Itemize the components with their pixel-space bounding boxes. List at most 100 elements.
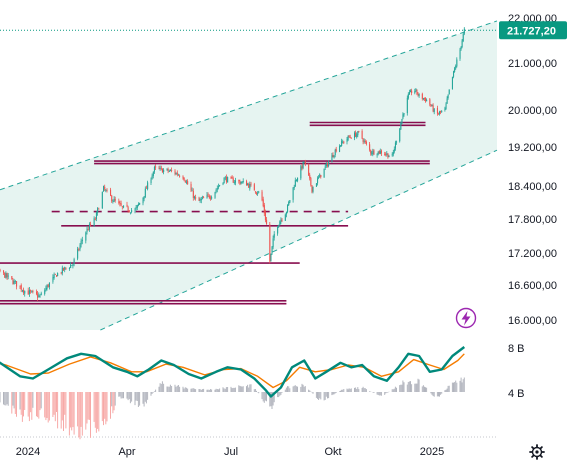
candle-body bbox=[372, 150, 374, 155]
candle bbox=[346, 137, 348, 145]
candle-body bbox=[169, 170, 171, 171]
lightning-icon[interactable] bbox=[455, 307, 477, 329]
candle-body bbox=[152, 171, 154, 176]
candle-body bbox=[182, 176, 184, 179]
candle-body bbox=[400, 123, 402, 130]
candle-body bbox=[113, 198, 115, 202]
candle bbox=[339, 144, 341, 153]
candle bbox=[422, 97, 424, 101]
candle-body bbox=[416, 89, 418, 94]
gear-icon[interactable] bbox=[529, 444, 545, 460]
candle bbox=[3, 270, 5, 275]
candle-body bbox=[371, 153, 373, 155]
candle bbox=[358, 130, 360, 133]
candle-body bbox=[248, 183, 250, 188]
candle-body bbox=[459, 49, 461, 59]
candle-body bbox=[13, 280, 15, 284]
candle bbox=[332, 152, 334, 158]
candle bbox=[380, 149, 382, 156]
candle bbox=[257, 191, 259, 196]
candles-layer bbox=[0, 27, 465, 301]
candle bbox=[425, 97, 427, 103]
candle-body bbox=[3, 270, 5, 273]
candle bbox=[36, 289, 38, 296]
icons-layer bbox=[455, 307, 545, 460]
candle bbox=[280, 217, 282, 225]
candle bbox=[207, 192, 209, 197]
candle bbox=[454, 66, 456, 73]
candle-body bbox=[98, 208, 100, 210]
candle bbox=[388, 154, 390, 158]
candle-body bbox=[294, 180, 296, 187]
candle-body bbox=[216, 188, 218, 190]
candle-body bbox=[376, 154, 378, 156]
candle bbox=[52, 274, 54, 284]
candle bbox=[424, 97, 426, 101]
candle bbox=[318, 175, 320, 180]
candle bbox=[72, 263, 74, 269]
candle bbox=[57, 272, 59, 277]
candle bbox=[365, 140, 367, 146]
candle-body bbox=[54, 273, 56, 275]
candle bbox=[341, 138, 343, 147]
candle-body bbox=[278, 225, 280, 228]
candle-body bbox=[14, 281, 16, 282]
candle bbox=[376, 153, 378, 158]
candle-body bbox=[230, 177, 232, 178]
candle-body bbox=[325, 163, 327, 167]
candle bbox=[12, 278, 14, 285]
candle-body bbox=[211, 197, 213, 199]
candle bbox=[432, 103, 434, 113]
candle-body bbox=[312, 186, 314, 192]
candle-body bbox=[281, 219, 283, 221]
candle bbox=[126, 201, 128, 208]
candle bbox=[14, 279, 16, 284]
candle-body bbox=[222, 182, 224, 185]
time-tick-label: 2025 bbox=[420, 446, 444, 458]
candle bbox=[445, 102, 447, 110]
candle-body bbox=[456, 59, 458, 67]
candle bbox=[461, 39, 463, 49]
candle bbox=[234, 177, 236, 186]
candle-body bbox=[240, 182, 242, 184]
candle bbox=[103, 185, 105, 192]
candle bbox=[47, 283, 49, 288]
candle bbox=[16, 281, 18, 290]
candle-body bbox=[97, 208, 99, 213]
candle bbox=[408, 89, 410, 95]
candle-body bbox=[357, 131, 359, 136]
candle bbox=[400, 121, 402, 130]
candle-body bbox=[327, 163, 329, 167]
time-axis[interactable]: 2024 Apr Jul Okt 2025 bbox=[16, 446, 444, 458]
candle-body bbox=[52, 277, 54, 282]
candle-body bbox=[209, 197, 211, 199]
candle bbox=[331, 152, 333, 163]
candle bbox=[441, 110, 443, 113]
candle bbox=[328, 160, 330, 168]
candle bbox=[160, 165, 162, 171]
candle-body bbox=[232, 178, 234, 183]
candle-body bbox=[77, 249, 79, 259]
price-axis[interactable]: 22.000,0021.000,0020.000,0019.200,0018.4… bbox=[508, 13, 557, 400]
candle-body bbox=[451, 76, 453, 90]
candle bbox=[414, 88, 416, 95]
candle bbox=[127, 205, 129, 213]
candle bbox=[151, 173, 153, 180]
candle bbox=[304, 159, 306, 167]
candle bbox=[24, 290, 26, 297]
candle bbox=[439, 110, 441, 116]
candle-body bbox=[206, 195, 208, 198]
candle-body bbox=[396, 141, 398, 143]
candle bbox=[463, 27, 465, 36]
candle-body bbox=[5, 273, 7, 279]
candle bbox=[191, 187, 193, 192]
oscillator-tick-label: 8 B bbox=[508, 343, 525, 355]
channel-fill bbox=[0, 20, 497, 331]
candle bbox=[182, 175, 184, 180]
candle-body bbox=[120, 203, 122, 206]
candle-body bbox=[377, 151, 379, 155]
candle bbox=[161, 168, 163, 173]
candle bbox=[95, 211, 97, 222]
candle bbox=[119, 200, 121, 207]
